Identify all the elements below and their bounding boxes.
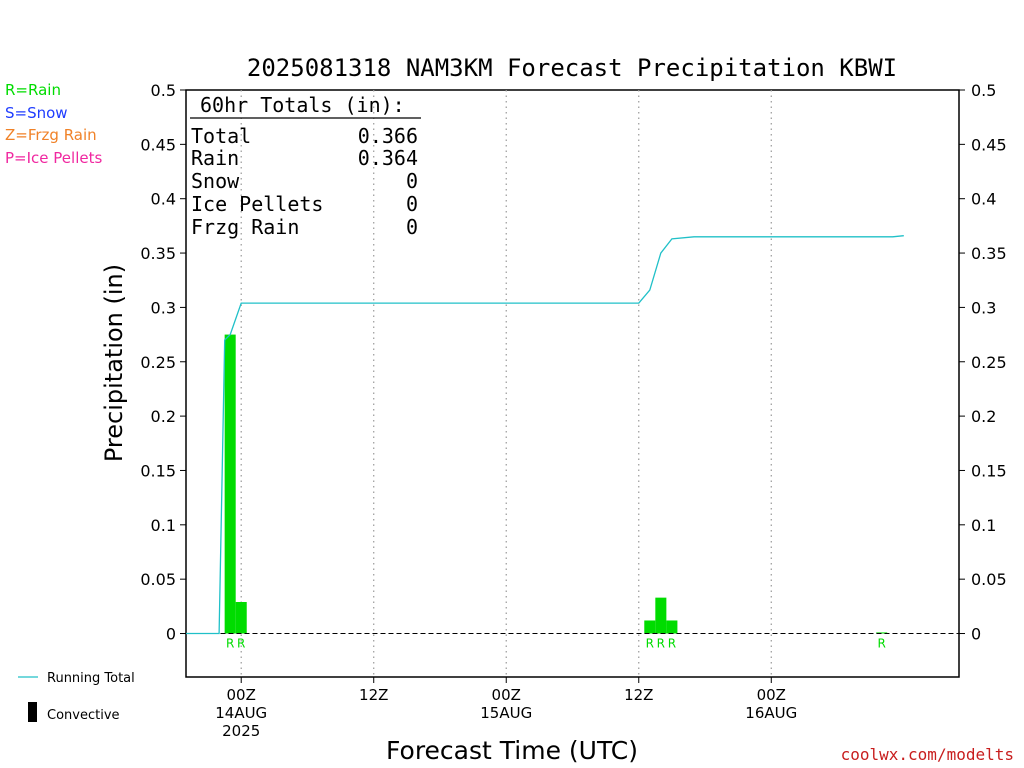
legend-ice-pellets: P=Ice Pellets xyxy=(5,149,102,167)
bar-1 xyxy=(235,601,247,634)
ytick-label-left-7: 0.35 xyxy=(140,244,176,263)
ytick-label-right-8: 0.4 xyxy=(971,190,996,209)
y-axis: 0 00.05 0.050.1 0.10.15 0.150.2 0.20.25 0.250.… xyxy=(140,81,1006,644)
ytick-label-left-1: 0.05 xyxy=(140,570,176,589)
bar-2 xyxy=(644,620,656,634)
x-axis-label: Forecast Time (UTC) xyxy=(386,736,638,765)
convective-legend-swatch xyxy=(28,702,37,722)
ytick-label-left-6: 0.3 xyxy=(151,298,176,317)
ytick-label-left-3: 0.15 xyxy=(140,461,176,480)
totals-label-rain: Rain xyxy=(191,146,239,170)
legend-frzg-rain: Z=Frzg Rain xyxy=(5,126,97,144)
totals-value-rain: 0.364 xyxy=(358,146,418,170)
bar-5 xyxy=(876,632,888,634)
totals-label-ice-pellets: Ice Pellets xyxy=(191,192,323,216)
xtick-label-0-1: 00Z xyxy=(227,686,256,704)
ytick-label-right-7: 0.35 xyxy=(971,244,1007,263)
running-total-legend-label: Running Total xyxy=(47,671,135,686)
ytick-label-left-9: 0.45 xyxy=(140,135,176,154)
xtick-label-0-2: 14AUG xyxy=(215,704,267,722)
plot-frame xyxy=(185,89,960,678)
bar-type-label-0: R xyxy=(226,637,234,651)
bar-type-label-3: R xyxy=(657,637,665,651)
totals-value-ice-pellets: 0 xyxy=(406,192,418,216)
ytick-label-right-0: 0 xyxy=(971,625,981,644)
ytick-label-right-1: 0.05 xyxy=(971,570,1007,589)
bar-series xyxy=(224,334,888,634)
legend-rain: R=Rain xyxy=(5,81,61,99)
bar-type-label-4: R xyxy=(668,637,676,651)
ytick-label-left-8: 0.4 xyxy=(151,190,176,209)
totals-label-total: Total xyxy=(191,124,251,148)
ytick-label-right-6: 0.3 xyxy=(971,298,996,317)
totals-value-frzg-rain: 0 xyxy=(406,215,418,239)
ytick-label-left-4: 0.2 xyxy=(151,407,176,426)
running-total-series xyxy=(186,235,904,635)
totals-label-snow: Snow xyxy=(191,169,240,193)
ytick-label-left-5: 0.25 xyxy=(140,353,176,372)
ytick-label-left-10: 0.5 xyxy=(151,81,176,100)
bar-type-label-5: R xyxy=(878,637,886,651)
xtick-label-2-1: 00Z xyxy=(492,686,521,704)
ytick-label-right-9: 0.45 xyxy=(971,135,1007,154)
credit-text: coolwx.com/modelts xyxy=(841,745,1014,764)
series-legend: Running Total Convective xyxy=(18,671,135,723)
xtick-label-4-1: 00Z xyxy=(757,686,786,704)
ytick-label-left-0: 0 xyxy=(166,625,176,644)
ytick-label-right-4: 0.2 xyxy=(971,407,996,426)
bar-3 xyxy=(655,597,667,634)
ytick-label-left-2: 0.1 xyxy=(151,516,176,535)
ytick-label-right-5: 0.25 xyxy=(971,353,1007,372)
bar-type-label-1: R xyxy=(237,637,245,651)
xtick-label-4-2: 16AUG xyxy=(745,704,797,722)
xtick-label-3-1: 12Z xyxy=(624,686,653,704)
convective-legend-label: Convective xyxy=(47,708,120,723)
bar-0 xyxy=(224,334,236,634)
xtick-label-2-2: 15AUG xyxy=(480,704,532,722)
vertical-grid xyxy=(240,90,772,677)
totals-heading: 60hr Totals (in): xyxy=(200,93,405,117)
bar-type-label-2: R xyxy=(646,637,654,651)
chart-title: 2025081318 NAM3KM Forecast Precipitation… xyxy=(247,54,897,82)
bar-4 xyxy=(666,620,678,634)
totals-value-snow: 0 xyxy=(406,169,418,193)
running-total-line xyxy=(186,235,904,635)
y-axis-label: Precipitation (in) xyxy=(100,264,128,462)
ytick-label-right-3: 0.15 xyxy=(971,461,1007,480)
totals-label-frzg-rain: Frzg Rain xyxy=(191,215,299,239)
xtick-label-0-3: 2025 xyxy=(222,722,260,740)
totals-value-total: 0.366 xyxy=(358,124,418,148)
xtick-label-1-1: 12Z xyxy=(359,686,388,704)
totals-box: 60hr Totals (in): Total 0.366 Rain 0.364… xyxy=(190,93,421,239)
ytick-label-right-10: 0.5 xyxy=(971,81,996,100)
ytick-label-right-2: 0.1 xyxy=(971,516,996,535)
legend-snow: S=Snow xyxy=(5,104,68,122)
precip-type-legend: R=Rain S=Snow Z=Frzg Rain P=Ice Pellets xyxy=(5,81,102,167)
